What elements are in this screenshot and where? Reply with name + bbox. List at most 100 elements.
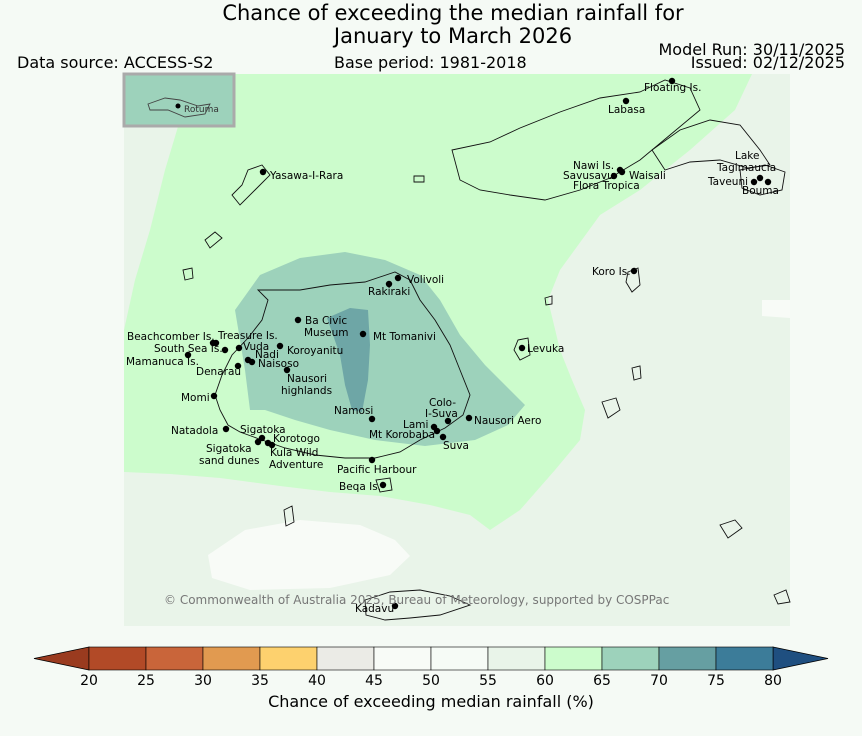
marker-koroyanitu xyxy=(276,342,284,350)
region-45-50-east xyxy=(762,300,790,318)
marker-kula xyxy=(268,441,276,449)
marker-nausori-highlands xyxy=(283,366,291,374)
rotuma-coast xyxy=(147,97,211,118)
label-volivoli: Volivoli xyxy=(407,274,444,286)
colorbar-tick-label: 70 xyxy=(650,673,668,689)
label-pacific-harbour: Pacific Harbour xyxy=(337,464,417,476)
marker-levuka xyxy=(518,344,526,352)
colorbar-swatch xyxy=(316,646,375,671)
label-treasure: Treasure Is. xyxy=(217,330,278,342)
yasawa-south-coast xyxy=(204,231,223,249)
copyright-notice: © Commonwealth of Australia 2025, Bureau… xyxy=(164,593,669,607)
mid-islet-coast xyxy=(413,175,425,183)
colorbar-under-arrow xyxy=(33,646,90,671)
label-ba-museum-2: Museum xyxy=(304,327,349,339)
vanua-levu-coast xyxy=(451,79,701,201)
marker-labasa xyxy=(622,97,630,105)
colorbar-tick-label: 20 xyxy=(80,673,98,689)
marker-yasawa xyxy=(259,168,267,176)
label-lake-tagimaucia-1: Lake xyxy=(735,150,759,162)
colorbar-title: Chance of exceeding median rainfall (%) xyxy=(268,692,594,711)
label-nausori-highlands: Nausori highlands xyxy=(281,373,332,397)
marker-koro xyxy=(630,267,638,275)
label-nausori-highlands-1: Nausori xyxy=(287,373,327,385)
colorbar-swatch xyxy=(202,646,261,671)
colorbar-swatch xyxy=(88,646,147,671)
rotuma-marker xyxy=(175,103,181,109)
colorbar-tick-label: 60 xyxy=(536,673,554,689)
colorbar-tick-label: 55 xyxy=(479,673,497,689)
colorbar-tick-label: 45 xyxy=(365,673,383,689)
beqa-coast xyxy=(375,477,393,493)
label-beqa: Beqa Is. xyxy=(339,481,381,493)
yasawa-coast xyxy=(231,164,271,206)
colorbar-swatch xyxy=(430,646,489,671)
label-lake-tagimaucia: Lake Tagimaucia xyxy=(716,150,776,174)
label-nausori-highlands-2: highlands xyxy=(281,385,332,397)
vanua-levu-east-coast xyxy=(651,119,771,171)
label-south-sea: South Sea Is. xyxy=(154,343,223,355)
colorbar-tick-label: 35 xyxy=(251,673,269,689)
place-markers: Floating Is. Labasa Yasawa-I-Rara Nawi I… xyxy=(126,77,779,615)
title-line-1: Chance of exceeding the median rainfall … xyxy=(222,1,684,25)
colorbar-swatch xyxy=(373,646,432,671)
marker-momi xyxy=(210,392,218,400)
label-lami: Lami xyxy=(403,419,428,431)
kadavu-coast xyxy=(364,589,472,621)
label-savusavu: Savusavu xyxy=(563,170,614,182)
mid-islet-3-coast xyxy=(631,365,642,381)
label-sigatoka-dunes-2: sand dunes xyxy=(199,455,259,467)
model-run: Model Run: 30/11/2025 xyxy=(658,40,846,59)
colorbar-tick-label: 80 xyxy=(764,673,782,689)
viti-levu-coast xyxy=(214,271,471,459)
region-70-75 xyxy=(327,308,370,412)
marker-vuda xyxy=(235,344,243,352)
label-waisali: Waisali xyxy=(629,170,666,182)
se-islet-coast xyxy=(773,589,791,605)
label-koroyanitu: Koroyanitu xyxy=(287,345,343,357)
label-mt-korobaba: Mt Korobaba xyxy=(369,429,435,441)
marker-treasure xyxy=(212,339,220,347)
label-namosi: Namosi xyxy=(334,405,373,417)
marker-natadola xyxy=(222,425,230,433)
marker-colo-i-suva xyxy=(444,417,452,425)
marker-lake-tagimaucia xyxy=(756,174,764,182)
marker-namosi xyxy=(368,415,376,423)
label-kula-2: Adventure xyxy=(269,459,323,471)
label-korotogo: Korotogo xyxy=(273,433,320,445)
label-nawi: Nawi Is. xyxy=(573,160,614,172)
region-45-50 xyxy=(208,520,410,590)
label-suva: Suva xyxy=(443,440,469,452)
title-line-2: January to March 2026 xyxy=(333,24,573,48)
base-period: Base period: 1981-2018 xyxy=(334,53,527,72)
marker-mt-tomanivi xyxy=(359,330,367,338)
marker-nausori-aero xyxy=(465,414,473,422)
label-labasa: Labasa xyxy=(608,104,645,116)
label-nausori-aero: Nausori Aero xyxy=(474,415,541,427)
label-mt-tomanivi: Mt Tomanivi xyxy=(373,331,436,343)
colorbar-swatch xyxy=(601,646,660,671)
colorbar-tick-label: 40 xyxy=(308,673,326,689)
marker-kadavu xyxy=(391,602,399,610)
marker-sigatoka xyxy=(258,434,266,442)
mid-islet-2-coast xyxy=(544,295,553,306)
rotuma-label: Rotuma xyxy=(184,105,219,115)
label-sigatoka-dunes-1: Sigatoka xyxy=(206,443,252,455)
colorbar-swatch xyxy=(259,646,318,671)
west-islet-coast xyxy=(182,267,194,281)
label-vuda: Vuda xyxy=(243,341,269,353)
label-floating-is: Floating Is. xyxy=(644,82,701,94)
marker-pacific-harbour xyxy=(368,456,376,464)
label-mamanuca: Mamanuca Is. xyxy=(126,356,199,368)
colorbar-tick-label: 65 xyxy=(593,673,611,689)
label-kula-1: Kula Wild xyxy=(270,447,318,459)
label-taveuni: Taveuni xyxy=(707,176,748,188)
label-momi: Momi xyxy=(181,392,210,404)
label-ba-museum-1: Ba Civic xyxy=(305,315,347,327)
map-title: Chance of exceeding the median rainfall … xyxy=(0,2,862,48)
marker-suva xyxy=(439,433,447,441)
marker-savusavu xyxy=(610,172,618,180)
label-beachcomber: Beachcomber Is. xyxy=(127,331,215,343)
marker-mt-korobaba xyxy=(433,427,441,435)
